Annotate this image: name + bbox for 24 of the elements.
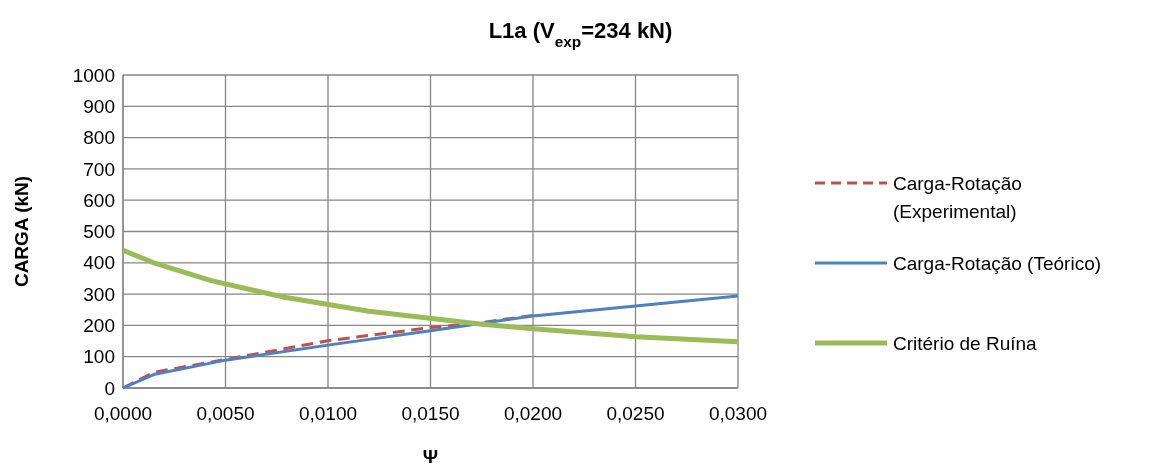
x-tick-label: 0,0150 — [401, 403, 460, 424]
x-tick-label: 0,0200 — [503, 403, 563, 424]
x-tick-label: 0,0050 — [196, 403, 255, 424]
y-axis-title: CARGA (kN) — [11, 175, 32, 288]
y-tick-label: 800 — [83, 127, 115, 149]
legend-label: Critério de Ruína — [893, 332, 1038, 354]
x-axis-title: Ψ — [422, 446, 439, 467]
y-tick-label: 700 — [83, 158, 115, 180]
y-tick-label: 100 — [83, 346, 115, 368]
chart-title: L1a (V$_{exp}$=234 kN) — [488, 18, 673, 50]
legend-label: Carga-Rotação (Experimental) — [893, 172, 1022, 223]
x-tick-label: 0,0300 — [708, 403, 768, 424]
y-tick-label: 0 — [104, 377, 115, 399]
x-tick-label: 0,0000 — [93, 403, 153, 424]
y-tick-label: 600 — [83, 189, 115, 211]
y-tick-label: 500 — [83, 221, 115, 243]
x-tick-label: 0,0100 — [298, 403, 358, 424]
y-tick-label: 900 — [83, 95, 115, 117]
y-tick-label: 300 — [83, 283, 115, 305]
y-tick-label: 200 — [83, 315, 115, 337]
legend-label: Carga-Rotação (Teórico) — [893, 252, 1102, 274]
y-tick-label: 1000 — [72, 64, 115, 86]
y-tick-label: 400 — [83, 252, 115, 274]
x-tick-label: 0,0250 — [606, 403, 665, 424]
